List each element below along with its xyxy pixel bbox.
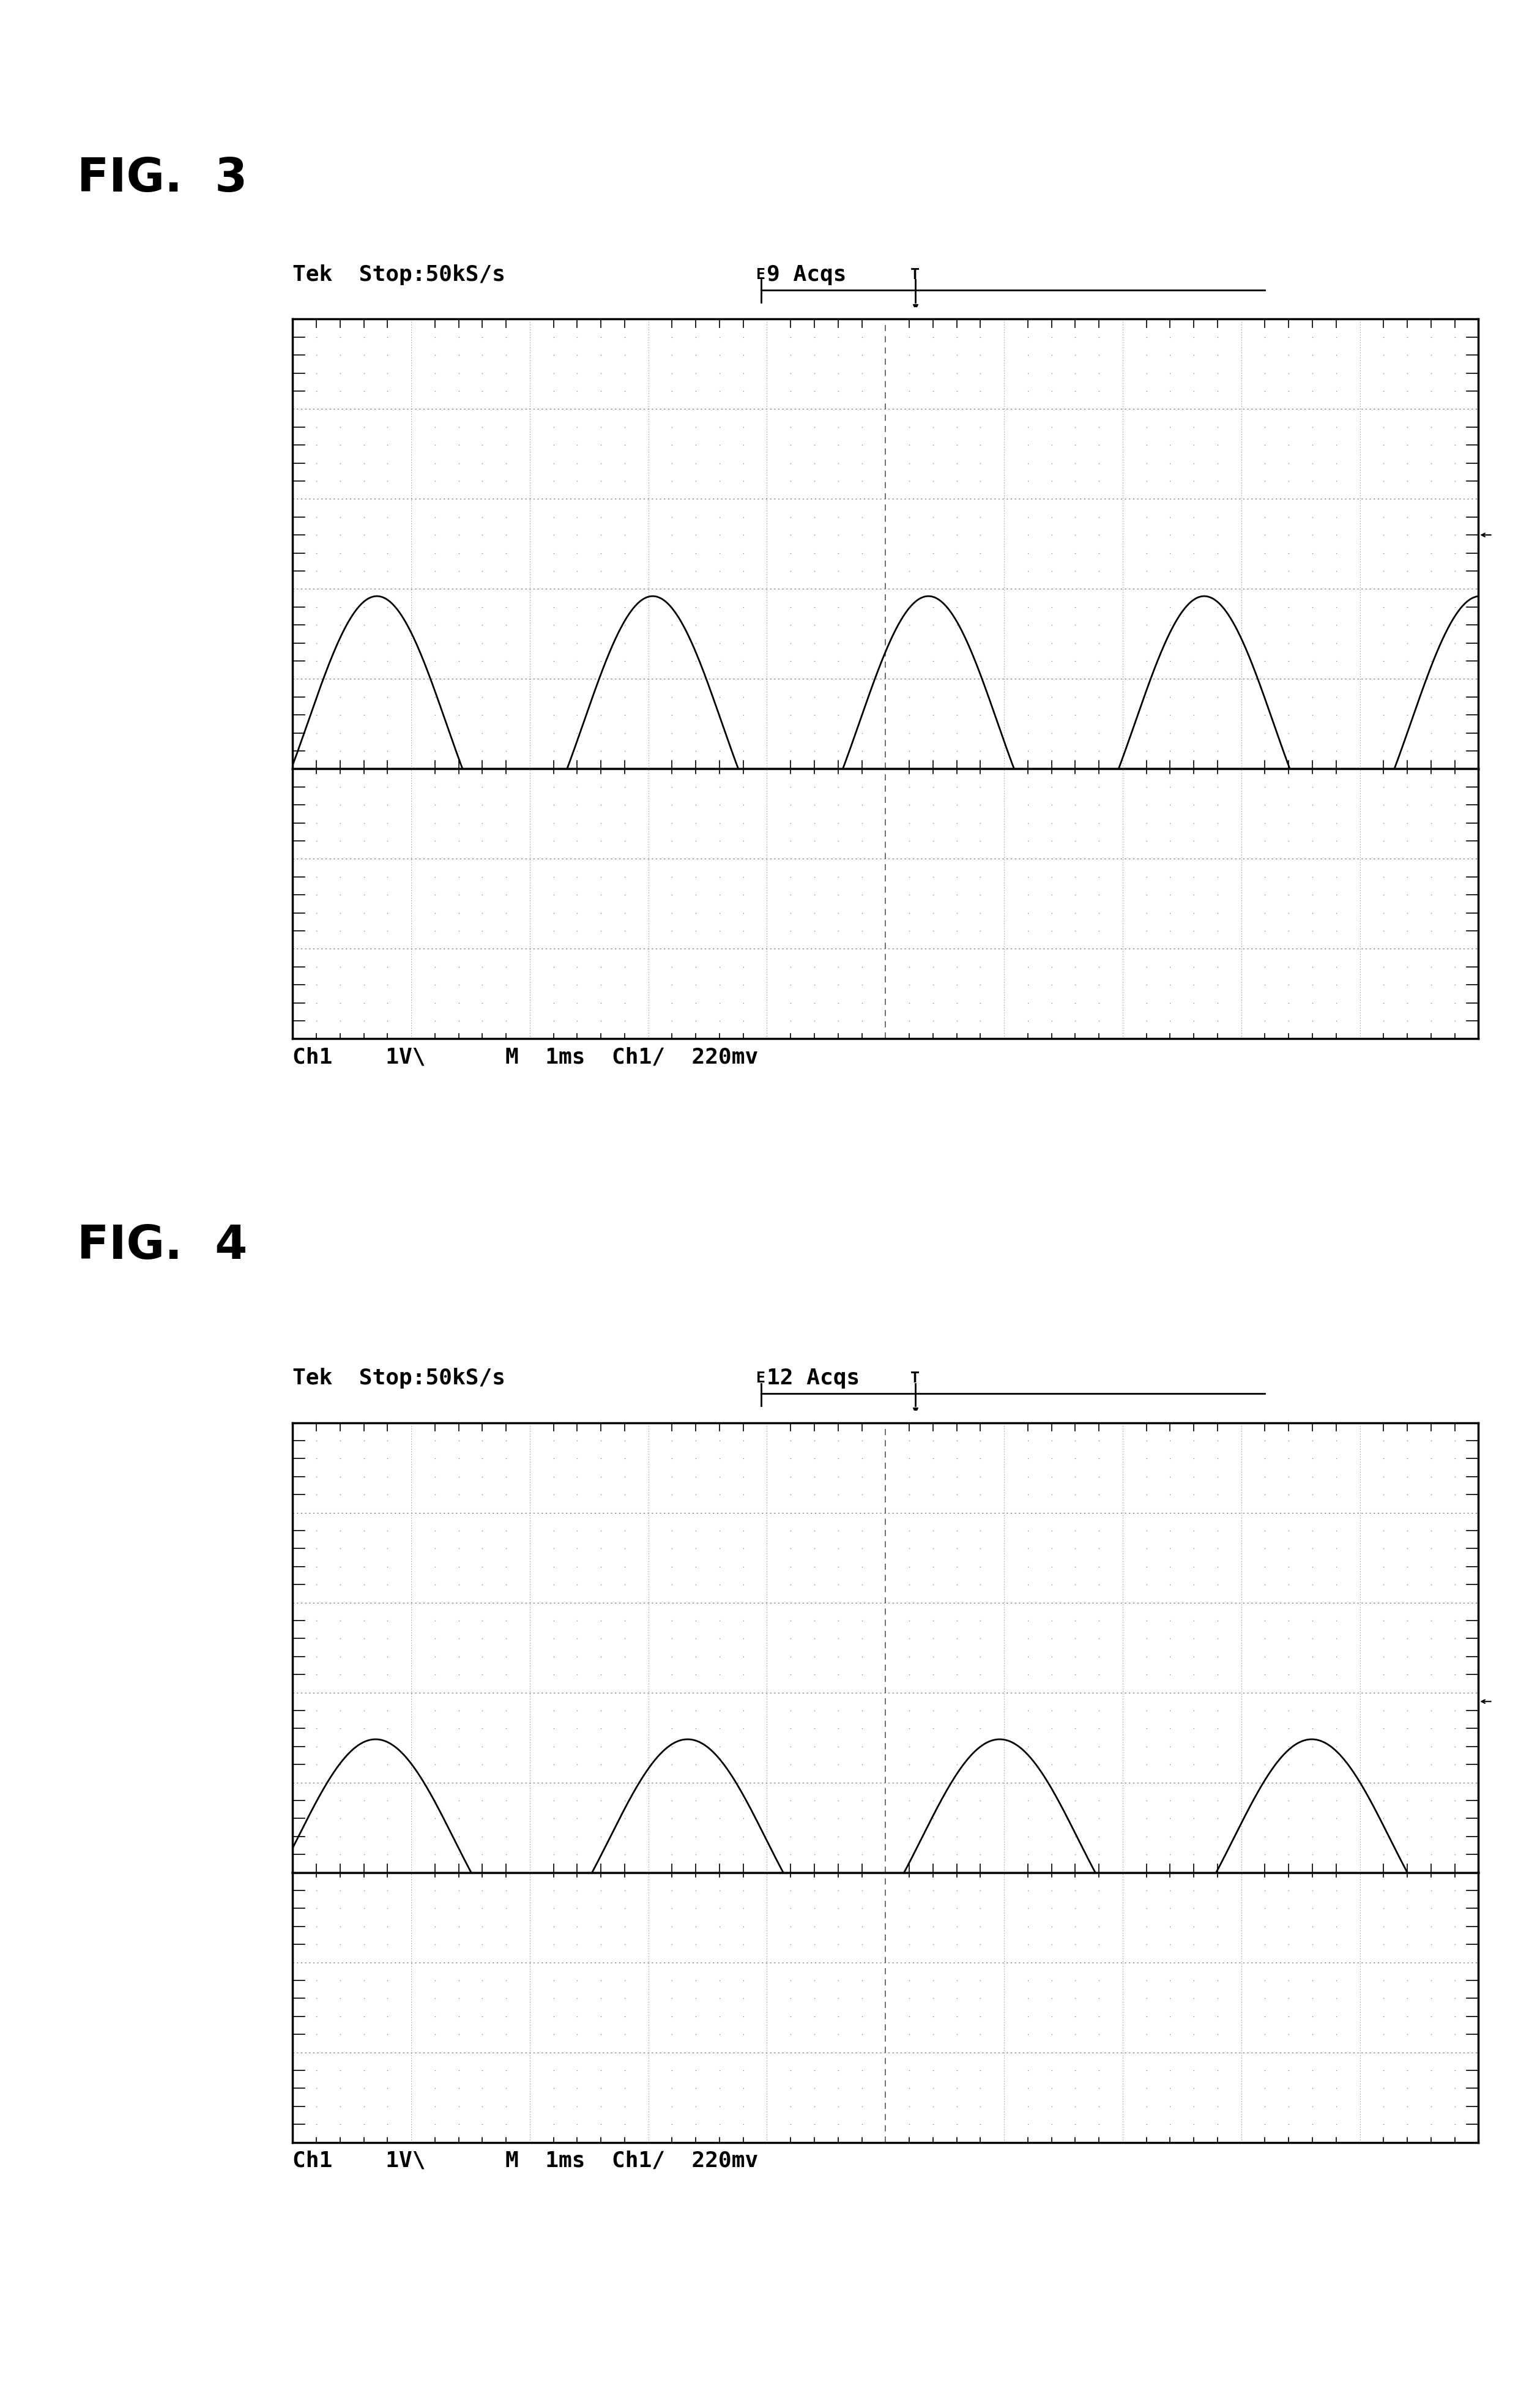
Text: FIG.  3: FIG. 3 — [77, 156, 248, 202]
Text: T: T — [910, 269, 919, 283]
Text: T: T — [910, 1372, 919, 1387]
Text: Ch1    1V\      M  1ms  Ch1∕  220mv: Ch1 1V\ M 1ms Ch1∕ 220mv — [293, 1046, 758, 1068]
Text: Tek  Stop:50kS/s: Tek Stop:50kS/s — [293, 1367, 505, 1389]
Text: FIG.  4: FIG. 4 — [77, 1223, 248, 1269]
Text: E: E — [756, 269, 765, 283]
Text: Tek  Stop:50kS/s: Tek Stop:50kS/s — [293, 264, 505, 285]
Text: 9 Acqs: 9 Acqs — [767, 264, 847, 285]
Text: 12 Acqs: 12 Acqs — [767, 1367, 859, 1389]
Text: E: E — [756, 1372, 765, 1387]
Text: Ch1    1V\      M  1ms  Ch1∕  220mv: Ch1 1V\ M 1ms Ch1∕ 220mv — [293, 2150, 758, 2171]
